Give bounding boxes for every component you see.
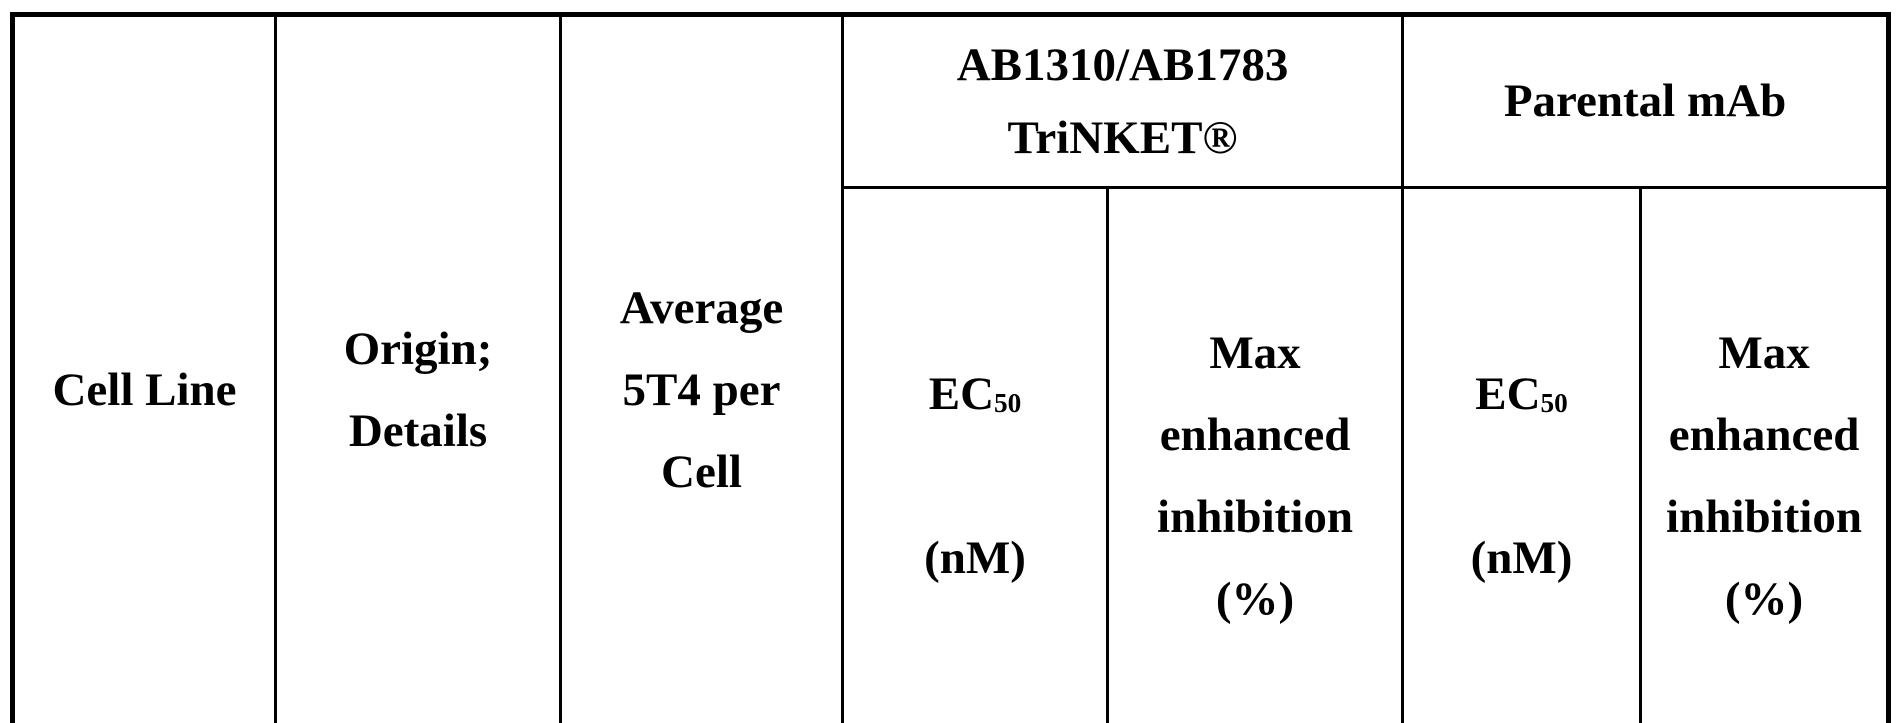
ec50-label: EC50 (nM) [846,271,1105,681]
ec50-subscript: 50 [1540,388,1568,419]
group-header-trinket: AB1310/AB1783 TriNKET® [840,13,1405,189]
col-header-origin-details: Origin; Details [274,13,562,723]
results-table: Cell Line Origin; Details Average 5T4 pe… [10,12,1892,723]
col-header-parental-ec50: EC50 (nM) [1401,186,1643,723]
ec50-unit: (nM) [924,532,1026,584]
col-header-parental-max-inhibition: Max enhanced inhibition (%) [1639,186,1891,723]
col-header-trinket-max-inhibition: Max enhanced inhibition (%) [1105,186,1405,723]
table-header: Cell Line Origin; Details Average 5T4 pe… [11,13,1891,723]
ec50-label: EC50 (nM) [1406,271,1638,681]
group-header-parental-mab: Parental mAb [1401,13,1891,189]
header-row-subheaders: EC50 (nM) Max enhanced inhibition (%) EC… [13,186,1891,723]
col-header-trinket-ec50: EC50 (nM) [841,186,1109,723]
col-header-cell-line: Cell Line [11,13,277,723]
ec50-unit: (nM) [1470,532,1573,584]
ec50-line: EC50 [1406,353,1638,435]
col-header-avg-5t4-per-cell: Average 5T4 per Cell [559,13,844,723]
ec50-line: EC50 [846,353,1105,435]
header-row-groups: Cell Line Origin; Details Average 5T4 pe… [11,13,1891,723]
ec50-subscript: 50 [994,388,1022,419]
ec50-prefix: EC [1475,368,1541,420]
ec50-prefix: EC [928,368,995,420]
